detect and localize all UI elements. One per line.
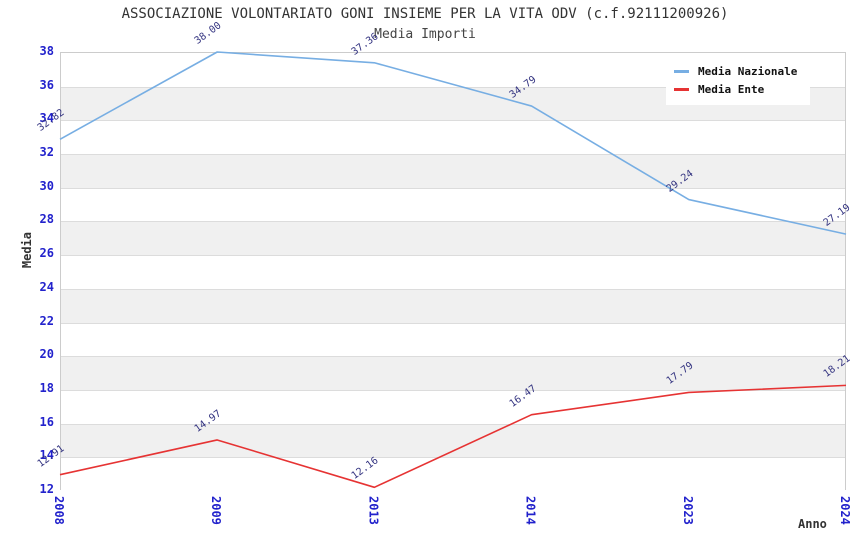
grid-band [61, 221, 845, 256]
y-tick-label: 24 [39, 279, 54, 294]
gridline [61, 154, 845, 156]
y-tick-label: 18 [39, 380, 54, 395]
legend-label: Media Nazionale [698, 64, 798, 78]
y-tick-label: 36 [39, 77, 54, 92]
x-tick-label: 2023 [680, 496, 695, 525]
y-axis-title: Media [20, 232, 34, 269]
legend-label: Media Ente [698, 82, 765, 96]
gridline [61, 187, 845, 189]
gridline [61, 457, 845, 459]
x-tick-label: 2024 [838, 496, 850, 525]
x-axis-title: Anno [798, 517, 827, 531]
legend-item-media-nazionale: Media Nazionale [674, 62, 802, 80]
plot-area [60, 52, 846, 491]
grid-band [61, 356, 845, 390]
gridline [61, 389, 845, 391]
y-tick-label: 14 [39, 448, 54, 463]
gridline [61, 288, 845, 290]
y-tick-label: 32 [39, 145, 54, 160]
y-tick-label: 38 [39, 44, 54, 58]
media-nazionale-swatch-icon [674, 69, 689, 73]
y-tick-label: 12 [39, 482, 54, 496]
y-tick-label: 26 [39, 246, 54, 261]
grid-band [61, 288, 845, 323]
gridline [61, 255, 845, 257]
media-ente-line [59, 384, 847, 489]
grid-band [61, 457, 845, 491]
y-tick-label: 30 [39, 178, 54, 193]
x-tick-label: 2014 [523, 496, 538, 525]
gridline [61, 120, 845, 122]
grid-band [61, 120, 845, 155]
media-nazionale-line [59, 51, 847, 235]
y-tick-label: 34 [39, 111, 54, 126]
chart-subtitle: Media Importi [374, 27, 476, 42]
gridline [61, 423, 845, 425]
grid-band [61, 389, 845, 424]
grid-band [61, 255, 845, 289]
y-tick-label: 28 [39, 212, 54, 227]
media-ente-swatch-icon [674, 87, 689, 91]
gridline [61, 86, 845, 88]
y-tick-label: 16 [39, 414, 54, 429]
y-tick-label: 20 [39, 347, 54, 362]
y-tick-label: 22 [39, 313, 54, 328]
chart-title: ASSOCIAZIONE VOLONTARIATO GONI INSIEME P… [121, 6, 729, 22]
x-tick-label: 2013 [366, 496, 381, 525]
grid-band [61, 322, 845, 357]
gridline [61, 221, 845, 223]
legend: Media Nazionale Media Ente [666, 56, 810, 105]
x-tick-label: 2009 [209, 496, 224, 525]
grid-band [61, 154, 845, 188]
x-tick-label: 2008 [52, 496, 66, 525]
gridline [61, 356, 845, 358]
legend-item-media-ente: Media Ente [674, 80, 802, 98]
gridline [61, 322, 845, 324]
